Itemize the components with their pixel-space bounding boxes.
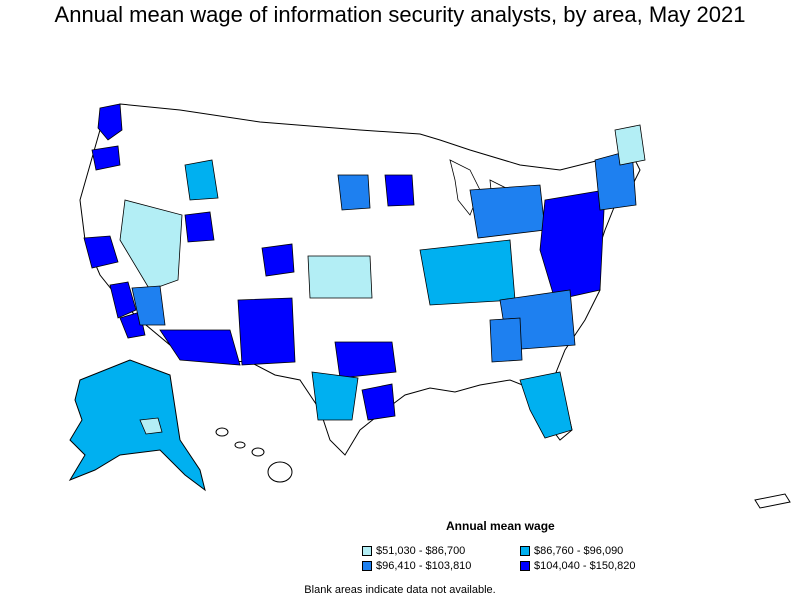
map-title: Annual mean wage of information security… <box>54 2 746 27</box>
legend-item-2: $86,760 - $96,090 <box>520 545 623 557</box>
region-portland <box>91 145 121 171</box>
alaska-lowwage-area <box>139 417 163 435</box>
alaska-outline <box>68 359 206 492</box>
region-midwest-belt <box>419 239 516 306</box>
region-boise <box>184 159 219 201</box>
region-los-angeles <box>109 281 137 319</box>
legend-label-1: $51,030 - $86,700 <box>376 545 466 557</box>
region-texas-central <box>311 371 359 421</box>
footnote: Blank areas indicate data not available. <box>304 584 496 596</box>
region-florida <box>519 371 573 439</box>
region-houston <box>361 383 396 421</box>
region-salt-lake <box>184 211 215 243</box>
legend-item-4: $104,040 - $150,820 <box>520 560 636 572</box>
puerto-rico <box>754 493 791 509</box>
legend-label-3: $96,410 - $103,810 <box>376 560 472 572</box>
legend-swatch-1 <box>362 546 372 556</box>
legend-item-3: $96,410 - $103,810 <box>362 560 471 572</box>
region-arizona-south <box>159 329 241 366</box>
region-bay-area <box>83 235 119 269</box>
region-puget-sound <box>97 103 123 141</box>
legend-swatch-2 <box>520 546 530 556</box>
wage-regions <box>83 103 646 439</box>
legend-label-2: $86,760 - $96,090 <box>534 545 624 557</box>
legend-label-4: $104,040 - $150,820 <box>534 560 636 572</box>
legend-swatch-4 <box>520 561 530 571</box>
region-kansas <box>307 255 373 299</box>
us-choropleth-map <box>68 103 791 509</box>
legend-swatch-3 <box>362 561 372 571</box>
region-denver <box>261 243 295 277</box>
region-great-lakes <box>469 184 546 239</box>
region-texas-north <box>334 341 397 379</box>
region-inland-empire <box>131 285 166 326</box>
region-atlanta <box>489 317 523 363</box>
region-nevada-nonmetro <box>119 199 183 291</box>
region-northeast-corridor <box>539 189 606 301</box>
hawaii-islands <box>215 427 293 483</box>
region-new-mexico <box>237 297 296 366</box>
region-dakotas <box>337 174 371 211</box>
legend-item-1: $51,030 - $86,700 <box>362 545 465 557</box>
region-maine <box>614 124 646 166</box>
legend-title: Annual mean wage <box>446 519 555 533</box>
region-minneapolis <box>384 174 415 207</box>
